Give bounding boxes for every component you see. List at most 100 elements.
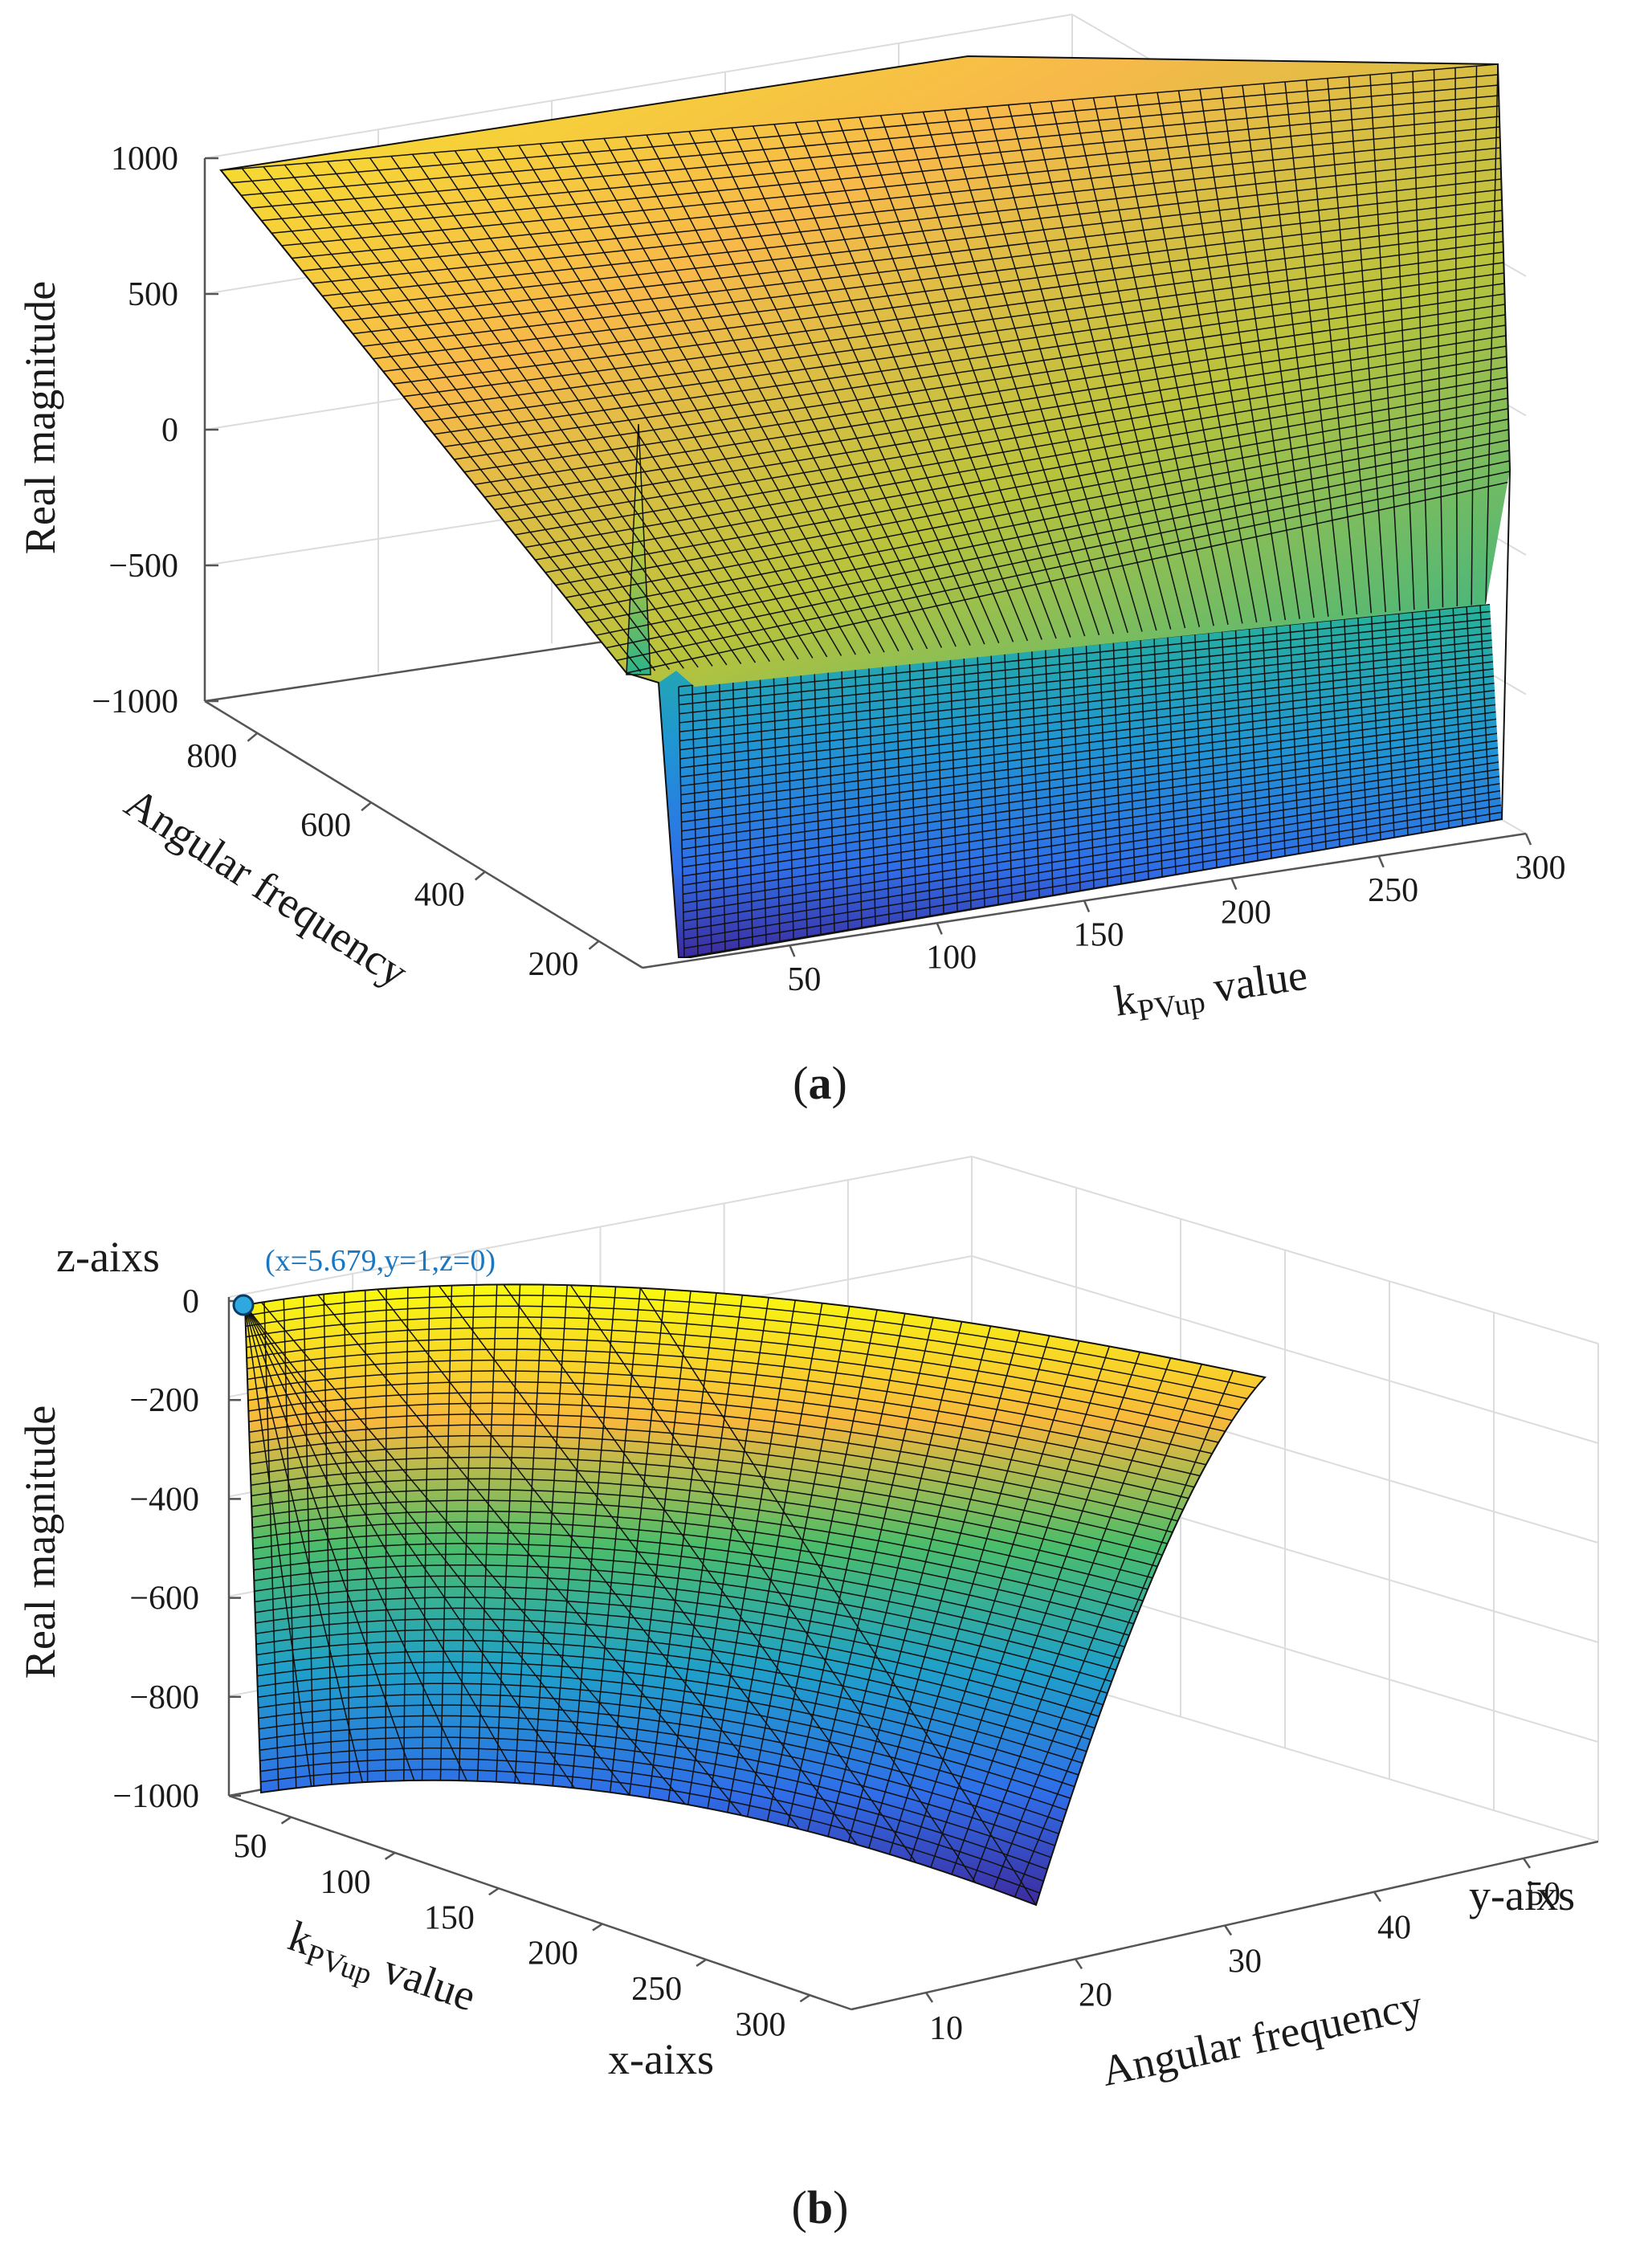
panel-a-mesh-line: [411, 153, 757, 663]
panel-a-mesh-line: [1114, 96, 1229, 625]
panel-b-y-tick-label: 30: [1228, 1944, 1262, 1980]
panel-a-mesh-line: [535, 387, 1507, 561]
panel-a-x-ticks: 50 100 150 200 250 300: [787, 833, 1566, 998]
panel-b-mesh-line: [1014, 1370, 1234, 1898]
panel-a-mesh-line: [678, 686, 685, 957]
panel-a-mesh-line: [868, 667, 876, 925]
panel-a-mesh-line: [1433, 69, 1444, 608]
panel-a-mesh-line: [369, 157, 728, 666]
panel-a-x-label: kPVup value: [1112, 951, 1312, 1031]
panel-b-mesh-line: [629, 1291, 691, 1796]
panel-b-mesh-line: [827, 1321, 963, 1837]
panel-a-mesh-line: [773, 676, 781, 941]
panel-a-mesh-line: [986, 106, 1143, 632]
panel-b-mesh-line: [909, 1340, 1080, 1862]
panel-b-mesh-line: [344, 1291, 350, 1784]
panel-a-x-tick-mark: [1083, 900, 1091, 912]
panel-b-mesh-line: [377, 1288, 800, 1829]
panel-a-mesh-line: [1348, 76, 1386, 613]
panel-a-z-tick-label: −1000: [92, 683, 178, 720]
panel-a-x-tick-label: 100: [926, 939, 977, 976]
panel-b-y-tick-mark: [1373, 1891, 1382, 1903]
panel-b-mesh-line: [806, 1317, 934, 1832]
panel-a-mesh-line: [1289, 624, 1299, 855]
panel-b-mesh-line: [707, 1299, 796, 1809]
panel-b-mesh-line: [263, 1302, 279, 1790]
panel-a-mesh-line: [1303, 623, 1313, 852]
panel-b-mesh-line: [532, 1285, 568, 1785]
panel-b-z-tick-label: −400: [129, 1481, 199, 1518]
panel-b-y-tick-label: 20: [1079, 1976, 1112, 2013]
panel-a-mesh-line: [1371, 616, 1381, 840]
panel-a-y-tick-label: 800: [186, 738, 237, 775]
panel-a-mesh-line: [688, 131, 943, 648]
panel-b-mesh-line: [439, 1285, 858, 1846]
panel-b-surface-outline: [243, 1283, 1267, 1907]
panel-a-mesh-line: [990, 655, 999, 905]
panel-a-mesh-line: [1221, 631, 1231, 866]
panel-a-x-tick-label: 200: [1221, 895, 1271, 932]
panel-b-mesh-line: [439, 1285, 453, 1781]
panel-b-mesh-line: [590, 1287, 642, 1790]
panel-b-mesh-line: [317, 1294, 743, 1816]
panel-b-mesh-line: [458, 1284, 475, 1781]
panel-a-mesh-line: [1208, 633, 1218, 868]
panel-b-surface-sheet: [245, 1284, 1265, 1905]
panel-b-mesh-line: [648, 1292, 717, 1798]
panel-a-mesh-line: [759, 678, 767, 944]
panel-a-mesh-line: [332, 178, 1502, 309]
panel-a-mesh-line: [1369, 75, 1401, 611]
panel-b-mesh-line: [746, 1306, 851, 1817]
panel-a-mesh-line: [1263, 84, 1329, 617]
panel-a-mesh-line: [342, 189, 1502, 322]
panel-a-mesh-line: [281, 126, 1500, 247]
panel-a-mesh-line: [373, 220, 1503, 360]
panel-a-mesh-line: [646, 134, 914, 651]
panel-a-mesh-line: [963, 657, 972, 909]
panel-a-mesh-line: [732, 681, 740, 948]
panel-b-mesh-line: [766, 1309, 878, 1821]
panel-a-mesh-line: [773, 124, 1000, 644]
panel-b-y-tick-mark: [1074, 1958, 1083, 1969]
panel-b-y-tick-mark: [1522, 1858, 1532, 1869]
panel-a-mesh-line: [752, 125, 985, 645]
panel-b-x-tick-label: 250: [631, 1971, 682, 2008]
panel-a-mesh-line: [1411, 612, 1422, 834]
panel-b-x-tick-label: 200: [528, 1936, 578, 1972]
panel-a-mesh-line: [1126, 641, 1136, 882]
panel-b-mesh-line: [667, 1295, 744, 1801]
panel-b-z-tick-label: −1000: [112, 1778, 199, 1815]
panel-b-mesh-line: [476, 1284, 498, 1781]
panel-a-z-tick-label: 1000: [111, 141, 178, 177]
panel-a-mesh-line: [353, 199, 1502, 335]
panel-b-mesh-line: [847, 1325, 992, 1842]
panel-a-mesh-line: [731, 127, 971, 646]
panel-a-gridline: [204, 14, 1073, 159]
panel-a-mesh-line: [1050, 101, 1186, 629]
panel-a-z-tick-label: −500: [108, 548, 178, 585]
panel-a-mesh-line: [581, 140, 871, 654]
panel-b-datatip-marker[interactable]: [232, 1294, 255, 1316]
panel-a-mesh-line: [241, 84, 1499, 197]
panel-b-mesh-line: [514, 1284, 545, 1784]
panel-b-y-tick-label: 40: [1377, 1910, 1411, 1947]
panel-a-mesh-line: [382, 230, 1503, 373]
panel-a-mesh-line: [745, 679, 753, 946]
panel-a-mesh-line: [1181, 635, 1190, 872]
panel-a-mesh-line: [705, 683, 712, 953]
panel-b-mesh-line: [569, 1284, 977, 1883]
panel-a-mesh-line: [390, 155, 742, 664]
panel-b-mesh-line: [930, 1346, 1110, 1868]
panel-a-mesh-line: [1248, 628, 1259, 861]
panel-a-mesh-line: [1167, 637, 1177, 875]
panel-b-mesh-line: [571, 1287, 617, 1789]
panel-a-mesh-line: [855, 668, 863, 928]
panel-b-surface: [243, 1283, 1267, 1907]
panel-a-y-label: Angular frequency: [116, 778, 416, 997]
panel-b-x-tick-label: 50: [234, 1829, 267, 1866]
panel-a-mesh-line: [786, 675, 794, 940]
panel-b-x-ticks: 50 100 150 200 250 300: [234, 1816, 811, 2043]
panel-a-mesh-line: [1234, 630, 1245, 863]
panel-a-mesh-line: [555, 408, 1508, 586]
